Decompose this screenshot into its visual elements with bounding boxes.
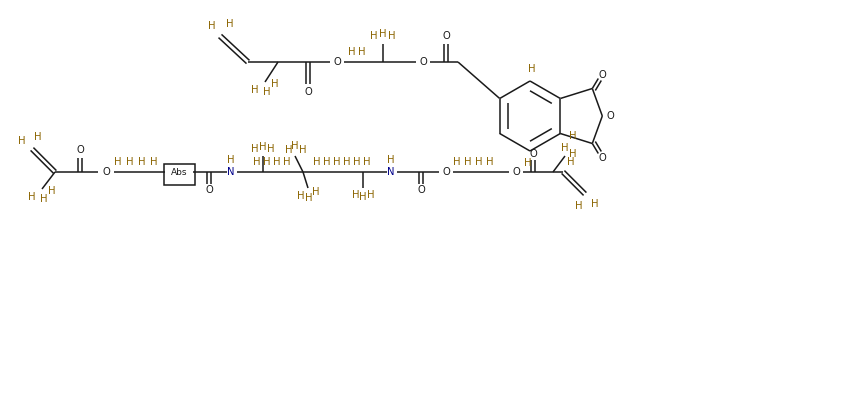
Text: H: H <box>475 157 483 167</box>
Text: H: H <box>283 157 290 167</box>
Text: H: H <box>297 191 305 201</box>
Text: H: H <box>150 157 158 167</box>
Text: O: O <box>76 145 84 155</box>
Text: H: H <box>352 190 360 200</box>
Text: H: H <box>18 136 26 146</box>
Text: H: H <box>353 157 361 167</box>
Text: H: H <box>569 130 576 141</box>
Text: H: H <box>380 29 387 39</box>
Text: O: O <box>419 57 427 67</box>
Text: H: H <box>114 157 122 167</box>
Text: H: H <box>333 157 341 167</box>
Text: H: H <box>251 85 259 95</box>
Text: N: N <box>387 167 395 177</box>
Text: H: H <box>358 47 366 57</box>
Text: O: O <box>442 167 450 177</box>
Text: H: H <box>344 157 350 167</box>
Text: H: H <box>348 47 356 57</box>
Text: H: H <box>486 157 494 167</box>
Text: O: O <box>529 149 537 159</box>
Text: H: H <box>570 149 576 159</box>
Text: H: H <box>34 132 42 142</box>
Text: O: O <box>102 167 110 177</box>
Text: O: O <box>442 31 450 41</box>
Text: O: O <box>606 111 614 121</box>
Text: H: H <box>464 157 472 167</box>
Text: H: H <box>368 190 375 200</box>
Text: H: H <box>591 199 599 209</box>
Text: H: H <box>359 192 367 202</box>
Text: H: H <box>271 79 279 89</box>
Text: H: H <box>363 157 371 167</box>
Text: H: H <box>208 21 216 31</box>
Text: O: O <box>205 185 213 195</box>
Text: H: H <box>228 155 235 165</box>
Text: H: H <box>259 142 267 152</box>
FancyBboxPatch shape <box>163 164 194 184</box>
Text: H: H <box>251 144 259 154</box>
Text: H: H <box>576 201 582 211</box>
Text: O: O <box>599 69 606 80</box>
Text: H: H <box>299 145 307 155</box>
Text: H: H <box>226 19 234 29</box>
Text: H: H <box>285 145 293 155</box>
Text: H: H <box>291 141 299 151</box>
Text: O: O <box>599 152 606 162</box>
Text: N: N <box>228 167 235 177</box>
Text: O: O <box>304 87 312 97</box>
Text: H: H <box>567 157 575 167</box>
Text: H: H <box>273 157 281 167</box>
Text: H: H <box>388 31 396 41</box>
Text: H: H <box>524 158 532 168</box>
Text: H: H <box>305 193 313 203</box>
Text: H: H <box>263 87 271 97</box>
Text: H: H <box>28 192 36 202</box>
Text: H: H <box>263 157 271 167</box>
Text: H: H <box>528 64 536 74</box>
Text: H: H <box>370 31 378 41</box>
Text: H: H <box>138 157 146 167</box>
Text: O: O <box>512 167 520 177</box>
Text: H: H <box>314 157 320 167</box>
Text: Abs: Abs <box>171 167 187 177</box>
Text: O: O <box>417 185 425 195</box>
Text: H: H <box>454 157 460 167</box>
Text: H: H <box>48 186 56 196</box>
Text: H: H <box>126 157 134 167</box>
Text: H: H <box>313 187 320 197</box>
Text: H: H <box>253 157 261 167</box>
Text: H: H <box>323 157 331 167</box>
Text: H: H <box>40 194 48 204</box>
Text: H: H <box>267 144 275 154</box>
Text: O: O <box>333 57 341 67</box>
Text: H: H <box>561 143 569 153</box>
Text: H: H <box>387 155 395 165</box>
